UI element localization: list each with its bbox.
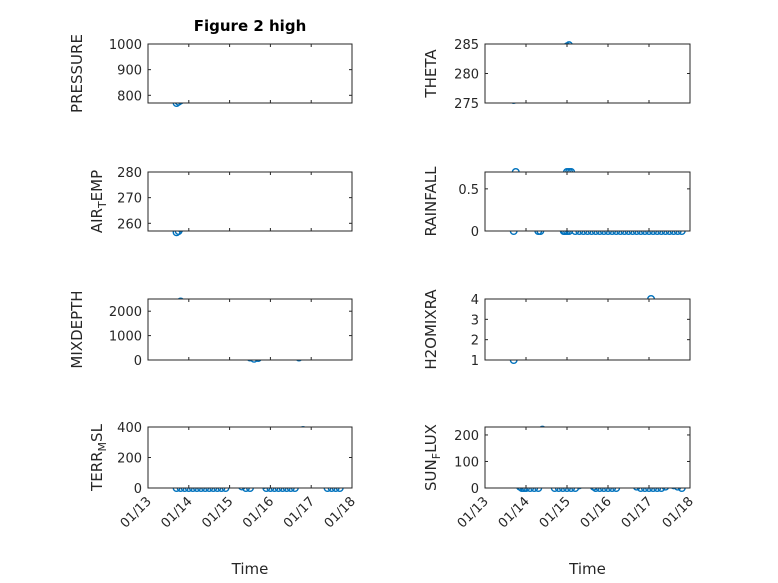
subplot-7-xtick-label: 01/16 [240,494,277,531]
subplot-5-ytick-label: 2000 [109,305,142,320]
subplot-1-ytick-label: 900 [117,64,142,79]
subplot-5: 0 1000 2000 MIXDEPTH [68,290,353,369]
subplot-7-xtick-label: 01/15 [199,494,236,531]
subplot-3: 260 270 280 AIRTEMP [88,166,353,237]
subplot-8-ytick-label: 100 [454,455,479,470]
subplot-3-ytick-label: 280 [117,166,142,181]
subplot-1-ytick-label: 800 [117,89,142,104]
subplot-7-xtick-label: 01/18 [322,494,359,531]
subplot-5-ytick-label: 0 [134,354,142,369]
subplot-8: 0 100 200 SUNFLUX 01/13 01/14 01/15 01/16 01/17 0… [422,424,697,578]
subplot-5-axes-box [147,298,353,361]
subplot-2: 275 280 285 THETA [422,38,691,112]
subplot-2-axes-box [484,43,691,104]
subplot-6-ylabel: H2OMIXRA [422,289,440,370]
subplot-7-xtick-label: 01/14 [159,494,196,531]
subplot-8-xtick-label: 01/18 [660,494,697,531]
subplot-8-xtick-label: 01/16 [578,494,615,531]
subplot-8-ylabel: SUNFLUX [422,424,443,491]
subplot-6: 1 2 3 4 H2OMIXRA [422,289,691,370]
subplot-3-ylabel: AIRTEMP [88,170,109,233]
subplot-8-axes-box [484,426,691,489]
subplot-8-ytick-label: 200 [454,429,479,444]
subplot-7-ytick-label: 400 [117,421,142,436]
subplot-7: 0 200 400 TERRMSL 01/13 01/14 01/15 01/16 01/17 0… [88,421,359,578]
subplot-7-ylabel: TERRMSL [88,423,109,492]
subplot-8-xtick-label: 01/13 [455,494,492,531]
subplot-7-axes-box [147,426,353,489]
subplot-2-ytick-label: 285 [454,38,479,53]
subplot-6-ytick-label: 1 [471,354,479,369]
subplot-1-ylabel: PRESSURE [68,34,86,113]
subplot-4: 0 0.5 RAINFALL [422,166,691,240]
subplot-8-xtick-label: 01/14 [496,494,533,531]
subplot-6-axes-box [484,298,691,361]
subplot-3-axes-box [147,171,353,232]
subplot-5-ylabel: MIXDEPTH [68,290,86,368]
subplot-3-ytick-label: 270 [117,192,142,207]
subplot-7-ytick-label: 200 [117,452,142,467]
subplot-4-ytick-label: 0.5 [458,183,479,198]
subplot-7-ytick-label: 0 [134,482,142,497]
subplot-8-ytick-label: 0 [471,482,479,497]
subplot-8-xtick-label: 01/17 [619,494,656,531]
subplot-4-axes-box [484,171,691,232]
subplot-8-xlabel: Time [568,560,606,578]
subplot-1-axes-box [147,43,353,104]
subplot-1: 800 900 1000 PRESSURE [68,34,353,113]
subplot-3-ytick-label: 260 [117,217,142,232]
subplot-1-ytick-label: 1000 [109,38,142,53]
subplot-7-xlabel: Time [231,560,269,578]
subplot-4-ytick-label: 0 [471,225,479,240]
subplot-8-xtick-label: 01/15 [537,494,574,531]
subplot-6-ytick-label: 2 [471,334,479,349]
subplot-4-ylabel: RAINFALL [422,166,440,237]
subplot-5-ytick-label: 1000 [109,330,142,345]
subplot-6-ytick-label: 4 [471,293,479,308]
subplot-7-xtick-label: 01/13 [118,494,155,531]
subplot-2-ytick-label: 280 [454,68,479,83]
subplot-6-ytick-label: 3 [471,313,479,328]
figure-title: Figure 2 high [194,17,307,35]
subplot-7-xtick-label: 01/17 [281,494,318,531]
subplot-2-ylabel: THETA [422,49,440,99]
subplot-2-ytick-label: 275 [454,97,479,112]
